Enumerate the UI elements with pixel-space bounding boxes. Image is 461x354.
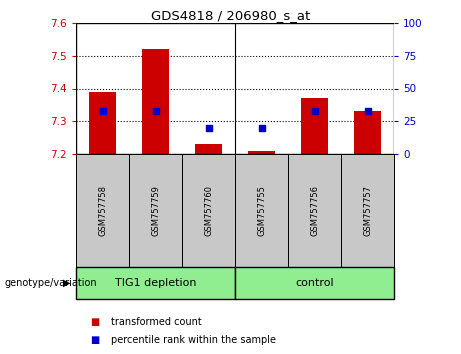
Point xyxy=(258,125,266,131)
Point xyxy=(152,108,160,114)
Text: GSM757760: GSM757760 xyxy=(204,185,213,236)
Bar xyxy=(248,151,275,154)
Text: ▶: ▶ xyxy=(63,278,71,288)
Text: GSM757757: GSM757757 xyxy=(363,185,372,236)
Text: genotype/variation: genotype/variation xyxy=(5,278,97,288)
Point xyxy=(99,108,106,114)
Text: transformed count: transformed count xyxy=(111,317,201,327)
Text: GSM757756: GSM757756 xyxy=(310,185,319,236)
Text: percentile rank within the sample: percentile rank within the sample xyxy=(111,335,276,345)
Text: GSM757755: GSM757755 xyxy=(257,185,266,236)
Text: control: control xyxy=(296,278,334,288)
Bar xyxy=(355,112,381,154)
Point xyxy=(364,108,372,114)
Text: TIG1 depletion: TIG1 depletion xyxy=(115,278,196,288)
Bar xyxy=(89,92,116,154)
Text: ■: ■ xyxy=(90,335,99,345)
Point xyxy=(311,108,318,114)
Text: GDS4818 / 206980_s_at: GDS4818 / 206980_s_at xyxy=(151,9,310,22)
Bar xyxy=(142,49,169,154)
Bar xyxy=(301,98,328,154)
Bar xyxy=(195,144,222,154)
Point xyxy=(205,125,212,131)
Text: GSM757758: GSM757758 xyxy=(98,185,107,236)
Text: ■: ■ xyxy=(90,317,99,327)
Text: GSM757759: GSM757759 xyxy=(151,185,160,236)
